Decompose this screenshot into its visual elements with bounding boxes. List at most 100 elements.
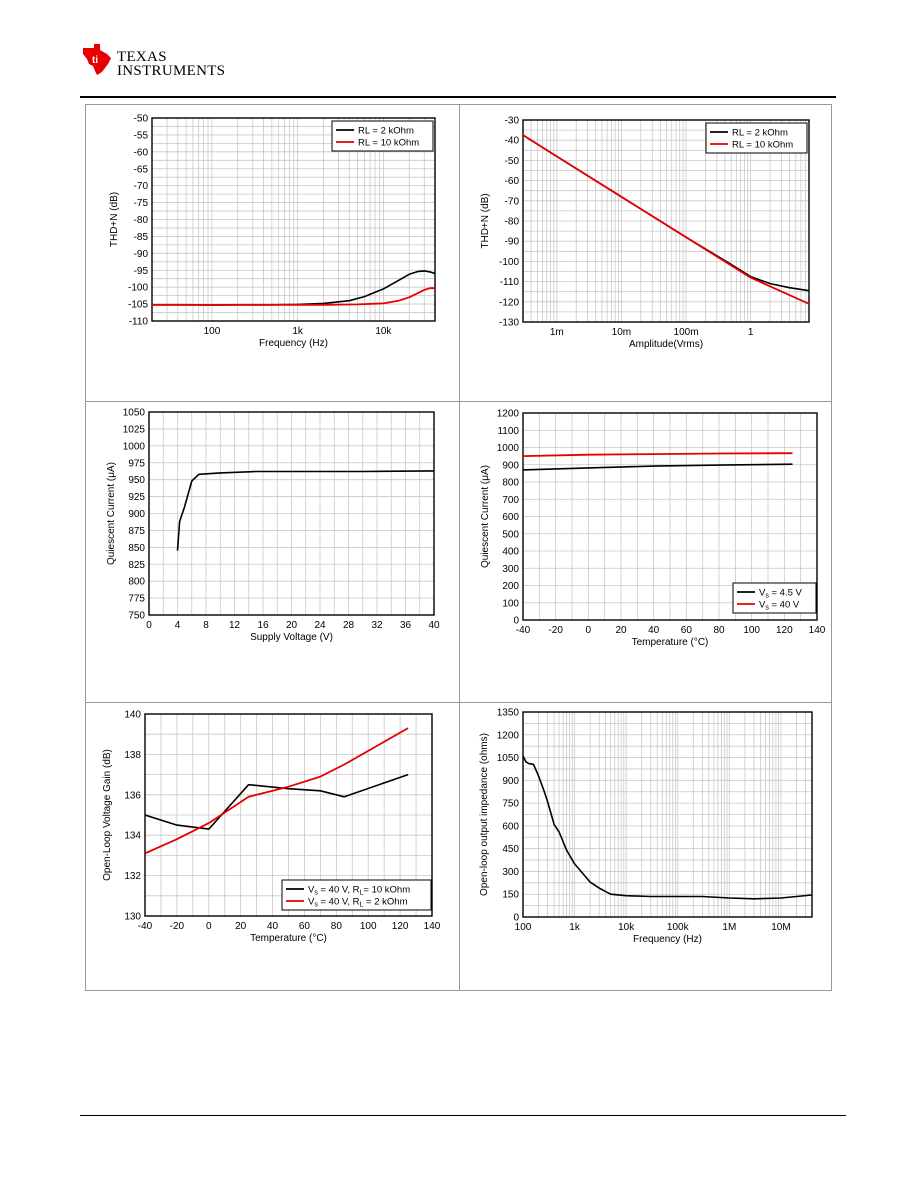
x-tick-label: 0 <box>146 620 152 631</box>
y-tick-label: 850 <box>128 543 145 554</box>
x-tick-label: 28 <box>343 620 355 631</box>
legend-box <box>705 122 808 154</box>
y-tick-label: 600 <box>502 821 519 832</box>
x-tick-label: 0 <box>206 921 212 932</box>
figure-grid-divider-row2 <box>85 702 832 703</box>
y-tick-label: 750 <box>502 799 519 810</box>
chart-iq-vs-temperature: -40 -20 0 20 40 60 80 100 120 140 0 100 200 300 400 500… <box>480 409 826 649</box>
y-tick-label: -80 <box>134 215 149 226</box>
legend-label: Vs = 40 V, RL = 2 kOhm <box>308 897 408 909</box>
y-tick-label: 1050 <box>497 753 520 764</box>
footer-rule <box>80 1115 846 1116</box>
y-tick-label: -65 <box>134 164 149 175</box>
x-tick-label: 10m <box>612 327 631 338</box>
y-tick-label: 1200 <box>497 730 520 741</box>
y-tick-label: 1200 <box>497 409 520 420</box>
y-tick-label: 150 <box>502 890 519 901</box>
x-tick-label: 100 <box>204 326 221 337</box>
x-tick-label: 80 <box>713 625 725 636</box>
figure-grid-divider-vertical <box>459 104 460 991</box>
x-tick-label: 20 <box>235 921 247 932</box>
x-tick-label: 40 <box>267 921 279 932</box>
plot-frame <box>522 119 810 323</box>
plot-frame <box>522 711 813 918</box>
figure-grid-frame <box>85 104 832 991</box>
legend-label: RL = 10 kOhm <box>732 140 793 151</box>
ti-state-icon: ti <box>83 44 111 75</box>
x-axis-label: Frequency (Hz) <box>633 934 702 945</box>
legend-label: RL = 2 kOhm <box>732 128 788 139</box>
x-axis-label: Temperature (°C) <box>250 933 327 944</box>
y-tick-label: -130 <box>499 318 519 329</box>
x-tick-label: -40 <box>516 625 531 636</box>
plot-frame <box>151 117 436 322</box>
y-tick-label: -120 <box>499 297 519 308</box>
series-group <box>152 270 435 307</box>
x-tick-label: 1m <box>550 327 564 338</box>
y-tick-label: -70 <box>134 181 149 192</box>
chart-svg: 100 1k 10k -50 -55 -60 -65 -70 -75 -80 -85 -90 -95 -1… <box>109 114 436 349</box>
chart-zo-vs-frequency: 100 1k 10k 100k 1M 10M 0 150 300 450 600 750 900 1050… <box>479 708 813 945</box>
y-tick-label: 950 <box>128 475 145 486</box>
x-tick-label: 1M <box>722 922 736 933</box>
y-tick-label: -90 <box>134 249 149 260</box>
series-line-1 <box>176 470 434 551</box>
svg-text:ti: ti <box>92 55 98 66</box>
x-tick-label: 120 <box>392 921 409 932</box>
x-tick-label: 120 <box>776 625 793 636</box>
series-line-1 <box>145 773 409 830</box>
legend-label: Vs = 40 V, RL= 10 kOhm <box>308 885 410 897</box>
y-tick-label: 130 <box>124 912 141 923</box>
chart-iq-vs-supply-voltage: 0 4 8 12 16 20 24 28 32 36 40 750 775 800 825 850 875 900… <box>106 408 440 644</box>
y-tick-label: -95 <box>134 266 149 277</box>
y-tick-label: -110 <box>500 277 520 288</box>
x-tick-label: 24 <box>314 620 326 631</box>
grid <box>148 411 435 616</box>
y-tick-label: 0 <box>513 616 519 627</box>
y-tick-label: 300 <box>502 564 519 575</box>
y-axis-label: Open-Loop Voltage Gain (dB) <box>102 749 113 881</box>
x-tick-label: 60 <box>681 625 693 636</box>
x-axis-label: Supply Voltage (V) <box>250 632 333 643</box>
y-tick-label: -60 <box>505 176 520 187</box>
figure-grid-divider-row1 <box>85 401 832 402</box>
x-tick-label: 36 <box>400 620 412 631</box>
x-tick-label: 32 <box>371 620 383 631</box>
x-axis-label: Frequency (Hz) <box>259 338 328 349</box>
chart-svg: -40 -20 0 20 40 60 80 100 120 140 0 100 200 300 400 500… <box>480 409 826 649</box>
x-tick-label: 10M <box>771 922 790 933</box>
x-axis-label: Temperature (°C) <box>632 637 709 648</box>
y-axis-label: THD+N (dB) <box>109 192 120 247</box>
legend-label: Vs = 40 V <box>759 600 800 612</box>
x-tick-label: 100k <box>667 922 690 933</box>
x-tick-label: 10k <box>375 326 392 337</box>
x-tick-label: -20 <box>170 921 185 932</box>
y-tick-label: 1025 <box>123 424 146 435</box>
x-tick-label: 1k <box>292 326 304 337</box>
x-axis-label: Amplitude(Vrms) <box>629 339 703 350</box>
legend-label: Vs = 4.5 V <box>759 588 803 600</box>
plot-frame <box>522 412 818 621</box>
x-tick-label: 10k <box>618 922 635 933</box>
x-tick-label: 1k <box>569 922 581 933</box>
y-tick-label: 450 <box>502 844 519 855</box>
y-tick-label: 1350 <box>497 708 520 719</box>
y-tick-label: 1050 <box>123 408 146 419</box>
y-tick-label: 1000 <box>497 443 520 454</box>
y-tick-label: -50 <box>505 156 520 167</box>
series-line-1 <box>523 463 793 471</box>
y-axis-label: THD+N (dB) <box>480 193 491 248</box>
x-tick-label: 20 <box>286 620 298 631</box>
series-line-1 <box>523 755 812 900</box>
y-tick-label: 140 <box>124 710 141 721</box>
chart-svg: 1m 10m 100m 1 -30 -40 -50 -60 -70 -80 -90 -100 -110 -… <box>480 116 810 350</box>
y-tick-label: -70 <box>505 196 520 207</box>
plot-frame <box>148 411 435 616</box>
chart-svg: 0 4 8 12 16 20 24 28 32 36 40 750 775 800 825 850 875 900… <box>106 408 440 644</box>
y-tick-label: -90 <box>505 237 520 248</box>
y-tick-label: -75 <box>134 198 149 209</box>
y-tick-label: -85 <box>134 232 149 243</box>
x-tick-label: 8 <box>203 620 209 631</box>
x-tick-label: 1 <box>748 327 754 338</box>
